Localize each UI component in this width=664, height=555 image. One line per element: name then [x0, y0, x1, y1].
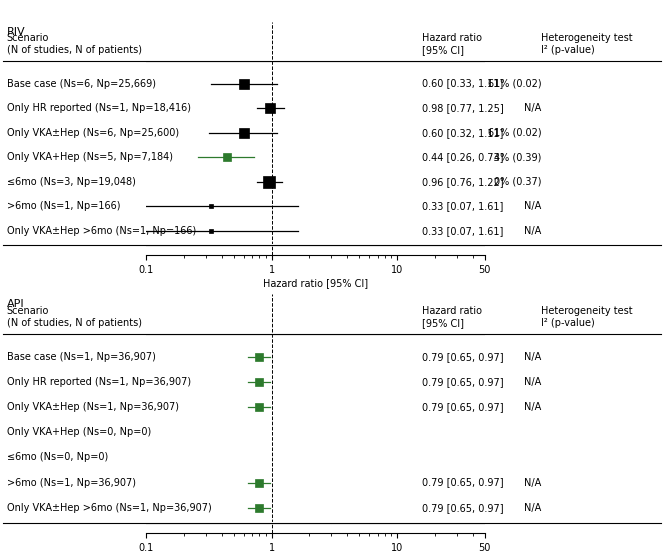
Text: Heterogeneity test
I² (p-value): Heterogeneity test I² (p-value) — [541, 33, 633, 56]
Text: 0.79 [0.65, 0.97]: 0.79 [0.65, 0.97] — [422, 352, 503, 362]
Text: Only VKA±Hep >6mo (Ns=1, Np=36,907): Only VKA±Hep >6mo (Ns=1, Np=36,907) — [7, 503, 211, 513]
Text: Base case (Ns=1, Np=36,907): Base case (Ns=1, Np=36,907) — [7, 352, 155, 362]
Text: 61% (0.02): 61% (0.02) — [487, 128, 541, 138]
Text: Only HR reported (Ns=1, Np=18,416): Only HR reported (Ns=1, Np=18,416) — [7, 103, 191, 113]
Text: N/A: N/A — [524, 377, 541, 387]
Text: 0.79 [0.65, 0.97]: 0.79 [0.65, 0.97] — [422, 503, 503, 513]
Text: 61% (0.02): 61% (0.02) — [487, 79, 541, 89]
X-axis label: Hazard ratio [95% CI]: Hazard ratio [95% CI] — [263, 278, 368, 288]
Text: 0.33 [0.07, 1.61]: 0.33 [0.07, 1.61] — [422, 201, 503, 211]
Text: >6mo (Ns=1, Np=36,907): >6mo (Ns=1, Np=36,907) — [7, 477, 135, 487]
Text: N/A: N/A — [524, 402, 541, 412]
Text: Only VKA±Hep (Ns=6, Np=25,600): Only VKA±Hep (Ns=6, Np=25,600) — [7, 128, 179, 138]
Text: N/A: N/A — [524, 477, 541, 487]
Text: 0.33 [0.07, 1.61]: 0.33 [0.07, 1.61] — [422, 226, 503, 236]
Text: Hazard ratio
[95% CI]: Hazard ratio [95% CI] — [422, 306, 481, 328]
Text: Only VKA+Hep (Ns=0, Np=0): Only VKA+Hep (Ns=0, Np=0) — [7, 427, 151, 437]
Text: >6mo (Ns=1, Np=166): >6mo (Ns=1, Np=166) — [7, 201, 120, 211]
Text: 0.79 [0.65, 0.97]: 0.79 [0.65, 0.97] — [422, 477, 503, 487]
Text: Only VKA+Hep (Ns=5, Np=7,184): Only VKA+Hep (Ns=5, Np=7,184) — [7, 152, 173, 162]
Text: Only HR reported (Ns=1, Np=36,907): Only HR reported (Ns=1, Np=36,907) — [7, 377, 191, 387]
Text: Scenario
(N of studies, N of patients): Scenario (N of studies, N of patients) — [7, 33, 141, 56]
Text: 0.60 [0.32, 1.11]: 0.60 [0.32, 1.11] — [422, 128, 503, 138]
Text: N/A: N/A — [524, 503, 541, 513]
Text: N/A: N/A — [524, 226, 541, 236]
Text: 0.44 [0.26, 0.73]: 0.44 [0.26, 0.73] — [422, 152, 503, 162]
Text: N/A: N/A — [524, 103, 541, 113]
Text: Hazard ratio
[95% CI]: Hazard ratio [95% CI] — [422, 33, 481, 56]
Text: 0.79 [0.65, 0.97]: 0.79 [0.65, 0.97] — [422, 402, 503, 412]
Text: Heterogeneity test
I² (p-value): Heterogeneity test I² (p-value) — [541, 306, 633, 328]
Text: Only VKA±Hep (Ns=1, Np=36,907): Only VKA±Hep (Ns=1, Np=36,907) — [7, 402, 179, 412]
Text: Only VKA±Hep >6mo (Ns=1, Np=166): Only VKA±Hep >6mo (Ns=1, Np=166) — [7, 226, 196, 236]
Text: Base case (Ns=6, Np=25,669): Base case (Ns=6, Np=25,669) — [7, 79, 155, 89]
Text: 0.60 [0.33, 1.11]: 0.60 [0.33, 1.11] — [422, 79, 503, 89]
Text: ≤6mo (Ns=0, Np=0): ≤6mo (Ns=0, Np=0) — [7, 452, 108, 462]
Text: N/A: N/A — [524, 201, 541, 211]
Text: API: API — [7, 299, 25, 309]
Text: 4% (0.39): 4% (0.39) — [494, 152, 541, 162]
Text: 0.79 [0.65, 0.97]: 0.79 [0.65, 0.97] — [422, 377, 503, 387]
Text: RIV: RIV — [7, 27, 25, 37]
Text: 0.98 [0.77, 1.25]: 0.98 [0.77, 1.25] — [422, 103, 503, 113]
Text: N/A: N/A — [524, 352, 541, 362]
Text: 0.96 [0.76, 1.22]: 0.96 [0.76, 1.22] — [422, 176, 503, 186]
Text: 0% (0.37): 0% (0.37) — [493, 176, 541, 186]
Text: Scenario
(N of studies, N of patients): Scenario (N of studies, N of patients) — [7, 306, 141, 328]
Text: ≤6mo (Ns=3, Np=19,048): ≤6mo (Ns=3, Np=19,048) — [7, 176, 135, 186]
